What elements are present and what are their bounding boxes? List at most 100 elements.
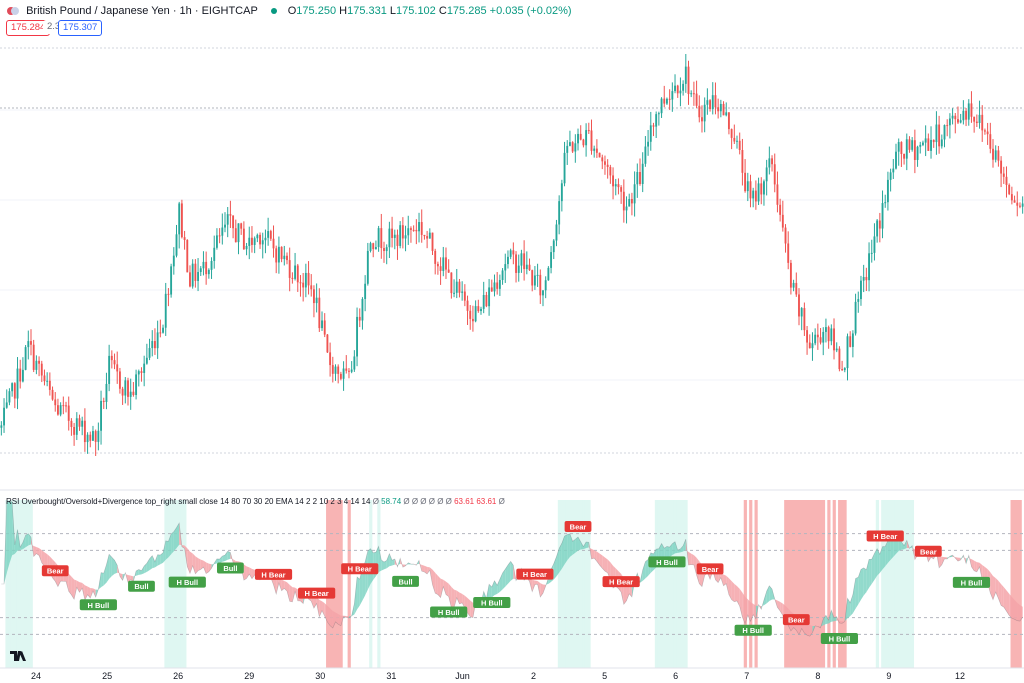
candle bbox=[426, 230, 429, 249]
rsi-fill bbox=[755, 604, 759, 619]
candle-body bbox=[717, 107, 720, 112]
candle bbox=[970, 91, 973, 123]
rsi-fill bbox=[747, 599, 751, 622]
candle bbox=[725, 102, 728, 117]
candle bbox=[197, 258, 200, 292]
candle bbox=[70, 418, 73, 436]
rsi-fill bbox=[456, 590, 460, 604]
rsi-fill bbox=[545, 578, 549, 587]
rsi-fill bbox=[122, 572, 126, 581]
label-text: Bear bbox=[788, 616, 805, 625]
bid-box[interactable]: 175.284 bbox=[6, 20, 51, 36]
rsi-fill bbox=[378, 546, 382, 573]
candle-body bbox=[16, 368, 19, 399]
candle-body bbox=[884, 202, 887, 204]
candle-body bbox=[151, 341, 154, 349]
candle-body bbox=[447, 269, 450, 273]
symbol-legend[interactable]: British Pound / Japanese Yen · 1h · EIGH… bbox=[6, 5, 572, 17]
candle bbox=[727, 112, 730, 135]
candle-body bbox=[407, 228, 410, 236]
candle bbox=[215, 228, 218, 250]
candle-body bbox=[986, 131, 989, 135]
candle bbox=[714, 82, 717, 115]
oversold-band bbox=[816, 500, 820, 668]
candle bbox=[803, 302, 806, 336]
candle-body bbox=[808, 342, 811, 349]
indicator-value: Ø bbox=[420, 497, 429, 506]
candle bbox=[547, 266, 550, 281]
candle-body bbox=[905, 139, 908, 159]
candle bbox=[210, 257, 213, 279]
rsi-fill bbox=[842, 621, 845, 624]
candle bbox=[938, 115, 941, 154]
candle-body bbox=[205, 261, 208, 275]
candle bbox=[207, 268, 210, 279]
x-axis: 24 25 26 29 30 31 Jun 2 5 6 7 8 9 12 bbox=[0, 667, 1024, 681]
candle-body bbox=[439, 266, 442, 271]
candle-body bbox=[294, 265, 297, 279]
candle-body bbox=[520, 253, 523, 266]
rsi-fill bbox=[203, 560, 207, 574]
indicator-value: Ø bbox=[403, 497, 412, 506]
rsi-fill bbox=[14, 529, 18, 554]
candle-body bbox=[630, 198, 633, 204]
candle-body bbox=[622, 191, 625, 211]
overbought-band bbox=[18, 500, 23, 668]
rsi-fill bbox=[128, 575, 131, 583]
ask-box[interactable]: 175.307 bbox=[58, 20, 103, 36]
overbought-band bbox=[571, 500, 575, 668]
candle bbox=[962, 100, 965, 125]
candle bbox=[771, 155, 773, 172]
candle bbox=[342, 361, 345, 391]
oversold-band bbox=[334, 500, 338, 668]
rsi-fill bbox=[683, 539, 686, 552]
candle bbox=[981, 105, 984, 142]
label-text: H Bull bbox=[656, 558, 678, 567]
candle bbox=[3, 398, 5, 433]
candle bbox=[178, 201, 181, 249]
candle bbox=[916, 145, 919, 167]
x-tick-label: 31 bbox=[386, 671, 396, 681]
rsi-fill bbox=[505, 564, 508, 587]
candle-body bbox=[404, 235, 407, 239]
overbought-band bbox=[573, 500, 578, 668]
candle bbox=[873, 223, 876, 261]
candle bbox=[795, 272, 798, 297]
candle bbox=[1019, 202, 1021, 209]
candle-body bbox=[124, 380, 127, 396]
candle-body bbox=[916, 146, 919, 160]
candle-body bbox=[334, 366, 337, 374]
overbought-band bbox=[662, 500, 667, 668]
rsi-fill bbox=[36, 546, 40, 556]
oversold-band bbox=[789, 500, 793, 668]
candle bbox=[73, 422, 76, 446]
candle bbox=[652, 122, 655, 137]
candle bbox=[420, 209, 423, 243]
ohlc-value-l: 175.102 bbox=[396, 5, 439, 17]
rsi-fill bbox=[292, 587, 296, 602]
indicator-legend[interactable]: RSI Overbought/Oversold+Divergence top_r… bbox=[6, 497, 505, 506]
bear-divergence-label: H Bear bbox=[516, 568, 554, 580]
rsi-fill bbox=[947, 556, 950, 560]
label-bg bbox=[79, 599, 117, 611]
candle bbox=[927, 133, 930, 151]
candle bbox=[577, 128, 579, 151]
candle-body bbox=[528, 264, 531, 271]
rsi-fill bbox=[189, 551, 193, 574]
candle-body bbox=[992, 148, 994, 160]
candle-body bbox=[989, 134, 992, 149]
candle bbox=[334, 364, 337, 381]
candle bbox=[318, 288, 321, 332]
candle-body bbox=[110, 355, 113, 361]
rsi-fill bbox=[855, 577, 859, 609]
rsi-fill bbox=[200, 559, 204, 570]
candle-body bbox=[558, 201, 561, 225]
candle bbox=[719, 99, 722, 118]
rsi-fill bbox=[976, 562, 980, 572]
rsi-fill bbox=[459, 592, 463, 604]
x-tick-label: 6 bbox=[673, 671, 678, 681]
candle bbox=[245, 242, 248, 256]
indicator-value: 63.61 bbox=[476, 497, 499, 506]
bear-divergence-label: Bear bbox=[564, 521, 592, 533]
